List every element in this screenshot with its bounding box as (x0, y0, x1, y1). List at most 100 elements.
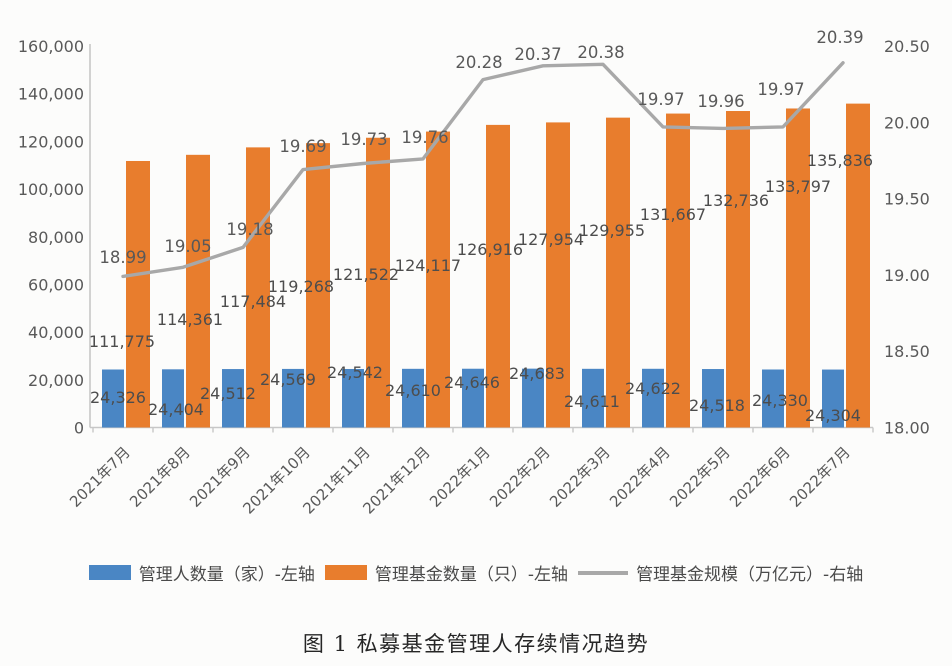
axis-tick-label-left: 40,000 (28, 323, 84, 342)
fund-count-value-label: 117,484 (220, 292, 286, 311)
x-category-label: 2022年1月 (426, 443, 494, 511)
fund-scale-value-label: 19.76 (401, 128, 448, 147)
bar-manager-count (522, 368, 544, 428)
legend-label-fund-count: 管理基金数量（只）-左轴 (374, 565, 569, 585)
manager-count-value-label: 24,542 (327, 363, 383, 382)
axis-tick-label-left: 160,000 (18, 37, 84, 56)
fund-count-value-label: 129,955 (579, 221, 645, 240)
bar-manager-count (222, 369, 244, 428)
manager-count-value-label: 24,610 (385, 381, 441, 400)
fund-scale-value-label: 19.97 (637, 90, 684, 109)
fund-count-value-label: 133,797 (765, 177, 831, 196)
legend-item-manager-count: 管理人数量（家）-左轴 (88, 560, 315, 585)
manager-count-value-label: 24,518 (689, 396, 745, 415)
axis-tick-label-right: 20.50 (884, 37, 930, 56)
axis-tick-label-right: 20.00 (884, 113, 930, 132)
manager-count-value-label: 24,512 (200, 384, 256, 403)
bar-fund-count (606, 117, 630, 428)
fund-count-value-label: 132,736 (703, 191, 769, 210)
x-category-label: 2022年6月 (726, 443, 794, 511)
fund-count-value-label: 135,836 (807, 151, 873, 170)
legend-label-fund-scale: 管理基金规模（万亿元）-右轴 (636, 565, 864, 585)
axis-tick-label-left: 0 (74, 419, 84, 438)
x-category-label: 2022年2月 (486, 443, 554, 511)
figure-caption: 图 1 私募基金管理人存续情况趋势 (302, 632, 650, 656)
manager-count-value-label: 24,611 (564, 392, 620, 411)
fund-count-value-label: 127,954 (518, 230, 584, 249)
chart-legend: 管理人数量（家）-左轴 管理基金数量（只）-左轴 管理基金规模（万亿元）-右轴 (0, 560, 952, 585)
x-category-label: 2021年7月 (66, 443, 134, 511)
axis-tick-label-left: 20,000 (28, 371, 84, 390)
fund-scale-value-label: 20.38 (577, 43, 624, 62)
bar-manager-count (702, 369, 724, 428)
fund-count-value-label: 124,117 (395, 256, 461, 275)
axis-tick-label-left: 60,000 (28, 275, 84, 294)
fund-scale-value-label: 20.28 (455, 53, 502, 72)
fund-scale-value-label: 20.39 (816, 28, 863, 47)
fund-scale-value-label: 19.18 (226, 220, 273, 239)
fund-scale-value-label: 18.99 (99, 248, 146, 267)
axis-tick-label-left: 140,000 (18, 85, 84, 104)
manager-count-value-label: 24,622 (625, 379, 681, 398)
axis-tick-label-left: 100,000 (18, 180, 84, 199)
fund-count-value-label: 119,268 (268, 277, 334, 296)
axis-tick-label-left: 80,000 (28, 228, 84, 247)
bar-fund-count (426, 131, 450, 428)
fund-count-value-label: 126,916 (457, 240, 523, 259)
bar-manager-count (162, 369, 184, 428)
legend-item-fund-count: 管理基金数量（只）-左轴 (324, 560, 569, 585)
fund-count-value-label: 111,775 (89, 332, 155, 351)
bar-manager-count (342, 368, 364, 428)
chart-canvas: 0 20,000 40,000 60,000 80,000 100,000 120,000 1… (18, 28, 930, 518)
fund-count-value-label: 131,667 (640, 205, 706, 224)
axis-tick-label-right: 19.00 (884, 266, 930, 285)
x-category-label: 2022年5月 (666, 443, 734, 511)
bar-fund-count (366, 137, 390, 428)
bar-fund-count (126, 160, 150, 428)
bar-manager-count (762, 369, 784, 428)
manager-count-value-label: 24,683 (509, 364, 565, 383)
bar-fund-count (306, 143, 330, 428)
bar-manager-count (642, 368, 664, 428)
bar-fund-count (186, 154, 210, 428)
manager-count-value-label: 24,646 (444, 373, 500, 392)
fund-scale-value-label: 19.96 (697, 92, 744, 111)
bar-manager-count (822, 369, 844, 428)
bar-manager-count (402, 368, 424, 428)
x-category-label: 2022年7月 (786, 443, 854, 511)
bar-manager-count (582, 368, 604, 428)
legend-item-fund-scale: 管理基金规模（万亿元）-右轴 (578, 560, 863, 585)
manager-count-value-label: 24,404 (148, 400, 204, 419)
bar-manager-count (282, 368, 304, 428)
fund-count-value-label: 121,522 (333, 265, 399, 284)
manager-count-value-label: 24,326 (90, 388, 146, 407)
legend-swatch-orange-bar-icon (324, 565, 367, 580)
axis-tick-label-right: 18.00 (884, 419, 930, 438)
manager-count-value-label: 24,304 (805, 406, 861, 425)
axis-tick-label-right: 19.50 (884, 190, 930, 209)
manager-count-value-label: 24,569 (260, 370, 316, 389)
x-category-label: 2022年3月 (546, 443, 614, 511)
trend-line (121, 61, 845, 279)
bar-fund-count (786, 108, 810, 428)
bar-fund-count (486, 124, 510, 428)
legend-swatch-blue-bar-icon (88, 565, 131, 580)
bar-manager-count (102, 369, 124, 428)
axis-tick-label-left: 120,000 (18, 132, 84, 151)
combo-chart: 0 20,000 40,000 60,000 80,000 100,000 120,000 1… (18, 28, 930, 518)
fund-scale-value-label: 19.05 (164, 237, 211, 256)
fund-count-value-label: 114,361 (157, 310, 223, 329)
fund-scale-value-label: 19.97 (757, 80, 804, 99)
fund-scale-value-label: 20.37 (514, 45, 561, 64)
legend-label-manager-count: 管理人数量（家）-左轴 (138, 565, 315, 585)
bar-fund-count (546, 122, 570, 428)
bar-manager-count (462, 368, 484, 428)
fund-scale-value-label: 19.69 (279, 137, 326, 156)
manager-count-value-label: 24,330 (752, 391, 808, 410)
legend-swatch-gray-line-icon (578, 570, 629, 575)
bar-fund-count (846, 103, 870, 428)
bar-fund-count (666, 113, 690, 428)
x-category-label: 2021年8月 (126, 443, 194, 511)
bar-fund-count (246, 147, 270, 428)
